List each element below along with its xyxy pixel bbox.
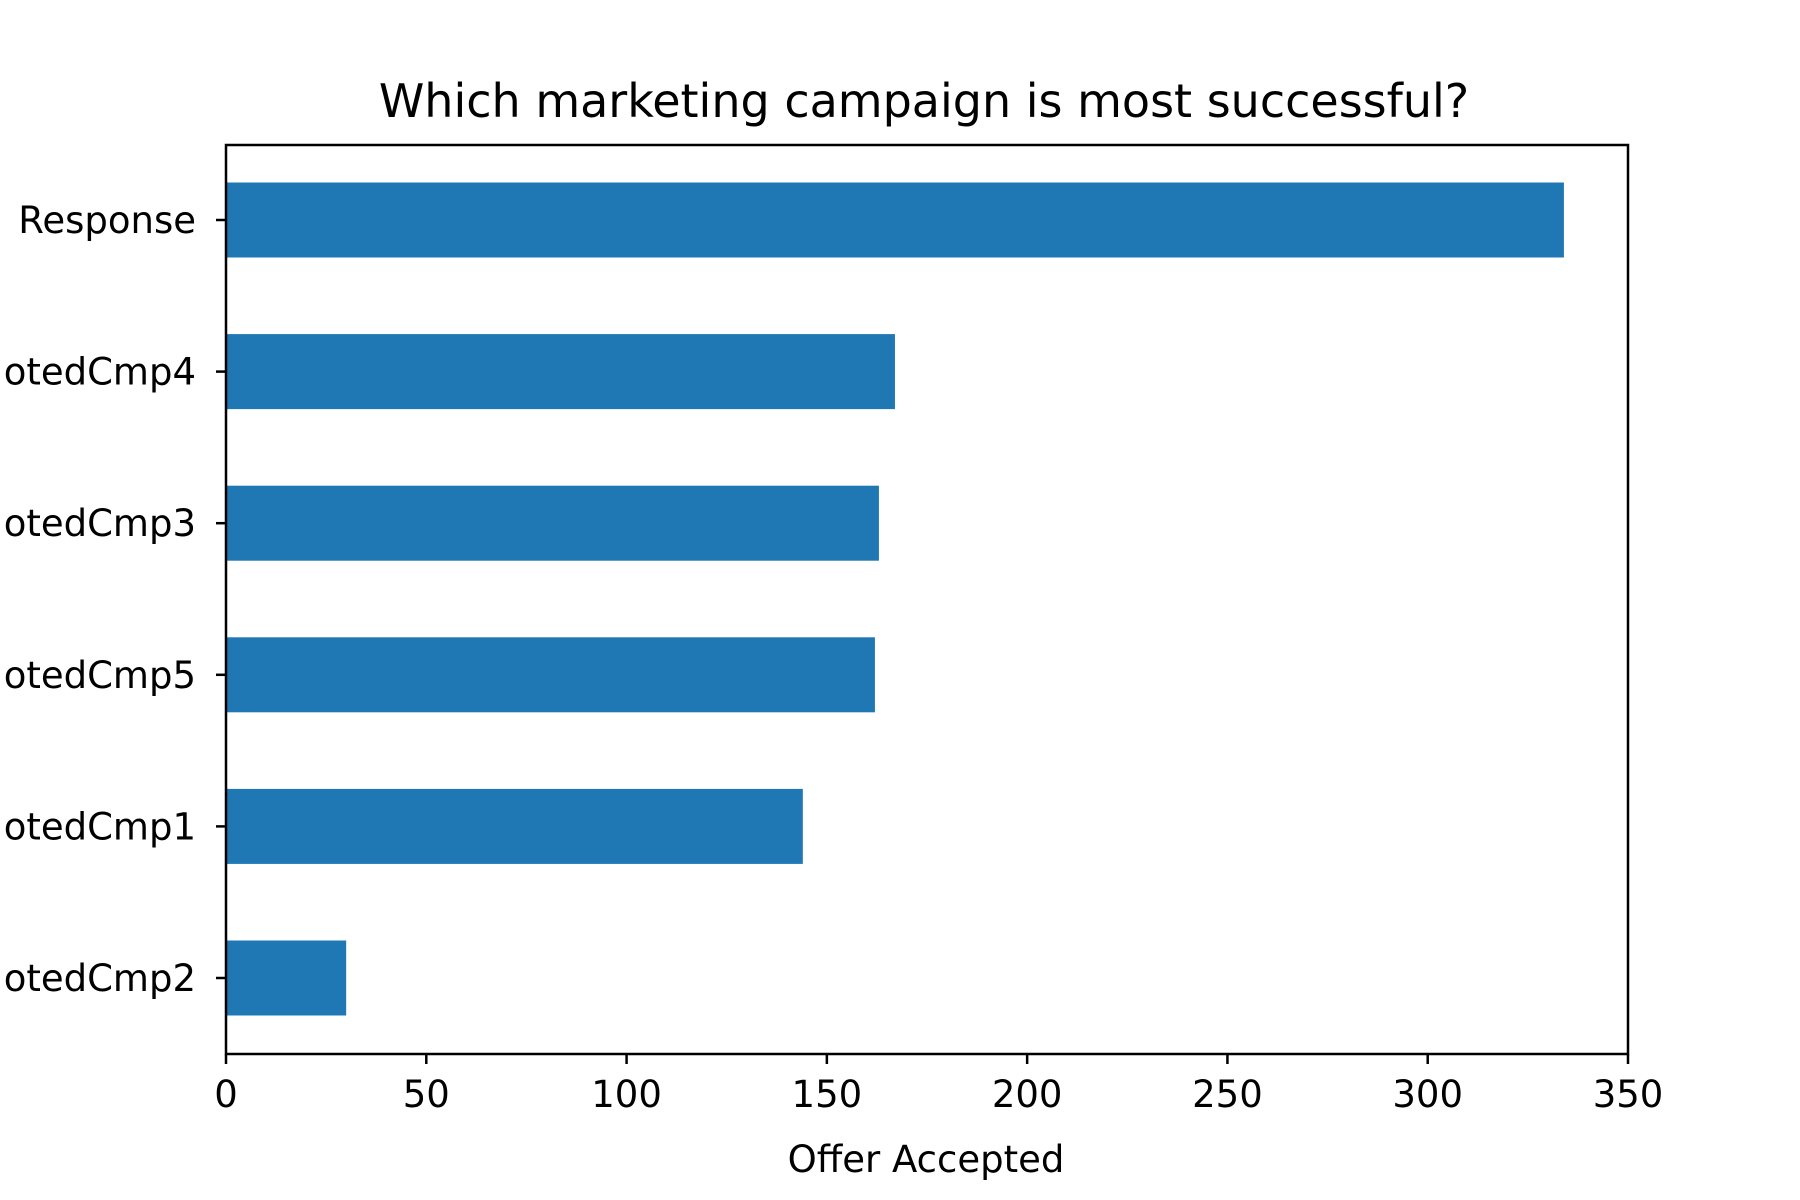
chart-title: Which marketing campaign is most success… <box>379 74 1469 128</box>
bars-group <box>226 182 1564 1016</box>
y-tick-label-3: otedCmp5 <box>4 654 196 697</box>
x-tick-label-0: 0 <box>214 1073 238 1116</box>
y-tick-label-2: otedCmp3 <box>4 502 196 545</box>
bar-3 <box>226 637 875 713</box>
x-tick-label-1: 50 <box>403 1073 450 1116</box>
y-ticks-group: Response otedCmp4 otedCmp3 otedCmp5 otedCmp1… <box>4 199 226 1000</box>
plot-frame <box>224 143 1630 1056</box>
x-ticks-group: 0 50 100 150 200 250 300 350 <box>214 1054 1663 1116</box>
bar-4 <box>226 788 803 864</box>
y-tick-label-4: otedCmp1 <box>4 805 196 848</box>
bar-1 <box>226 334 895 410</box>
x-tick-label-7: 350 <box>1593 1073 1664 1116</box>
x-axis-label: Offer Accepted <box>788 1138 1065 1181</box>
x-tick-label-2: 100 <box>591 1073 662 1116</box>
x-tick-label-3: 150 <box>792 1073 863 1116</box>
x-tick-label-5: 250 <box>1192 1073 1263 1116</box>
y-tick-label-5: otedCmp2 <box>4 957 196 1000</box>
y-tick-label-1: otedCmp4 <box>4 351 196 394</box>
bar-0 <box>226 182 1564 258</box>
x-tick-label-6: 300 <box>1392 1073 1463 1116</box>
bar-5 <box>226 940 347 1016</box>
bar-2 <box>226 485 879 561</box>
x-tick-label-4: 200 <box>992 1073 1063 1116</box>
y-tick-label-0: Response <box>18 199 196 242</box>
